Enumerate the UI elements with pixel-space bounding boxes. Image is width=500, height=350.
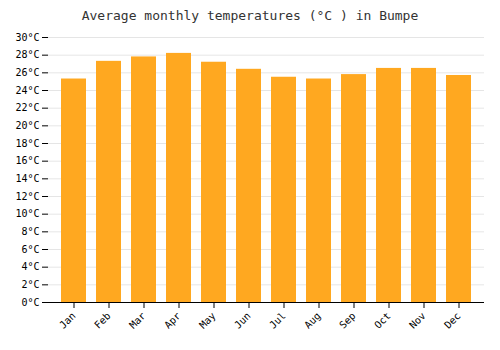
svg-text:10°C: 10°C (15, 208, 39, 219)
svg-text:8°C: 8°C (21, 226, 39, 237)
svg-text:24°C: 24°C (15, 85, 39, 96)
svg-text:18°C: 18°C (15, 138, 39, 149)
svg-text:Nov: Nov (407, 310, 428, 331)
svg-text:30°C: 30°C (15, 32, 39, 43)
svg-text:20°C: 20°C (15, 120, 39, 131)
svg-text:Feb: Feb (92, 310, 113, 331)
svg-text:Aug: Aug (302, 310, 323, 331)
svg-text:Dec: Dec (442, 310, 463, 331)
svg-text:14°C: 14°C (15, 173, 39, 184)
svg-text:28°C: 28°C (15, 49, 39, 60)
html-text:Average monthly temperatures (: Average monthly temperatures (°C ) in Bu… (81, 8, 419, 23)
svg-text:0°C: 0°C (21, 297, 39, 308)
svg-text:May: May (197, 310, 218, 331)
svg-text:6°C: 6°C (21, 244, 39, 255)
svg-text:Jul: Jul (267, 310, 288, 331)
svg-text:Apr: Apr (162, 310, 183, 331)
svg-text:Jun: Jun (232, 310, 253, 331)
svg-text:22°C: 22°C (15, 102, 39, 113)
svg-text:16°C: 16°C (15, 155, 39, 166)
svg-text:Oct: Oct (372, 310, 393, 331)
svg-text:12°C: 12°C (15, 191, 39, 202)
svg-text:Sep: Sep (337, 310, 358, 331)
svg-text:4°C: 4°C (21, 261, 39, 272)
svg-text:Mar: Mar (127, 310, 148, 331)
svg-text:Jan: Jan (57, 310, 78, 331)
svg-text:26°C: 26°C (15, 67, 39, 78)
svg-text:2°C: 2°C (21, 279, 39, 290)
